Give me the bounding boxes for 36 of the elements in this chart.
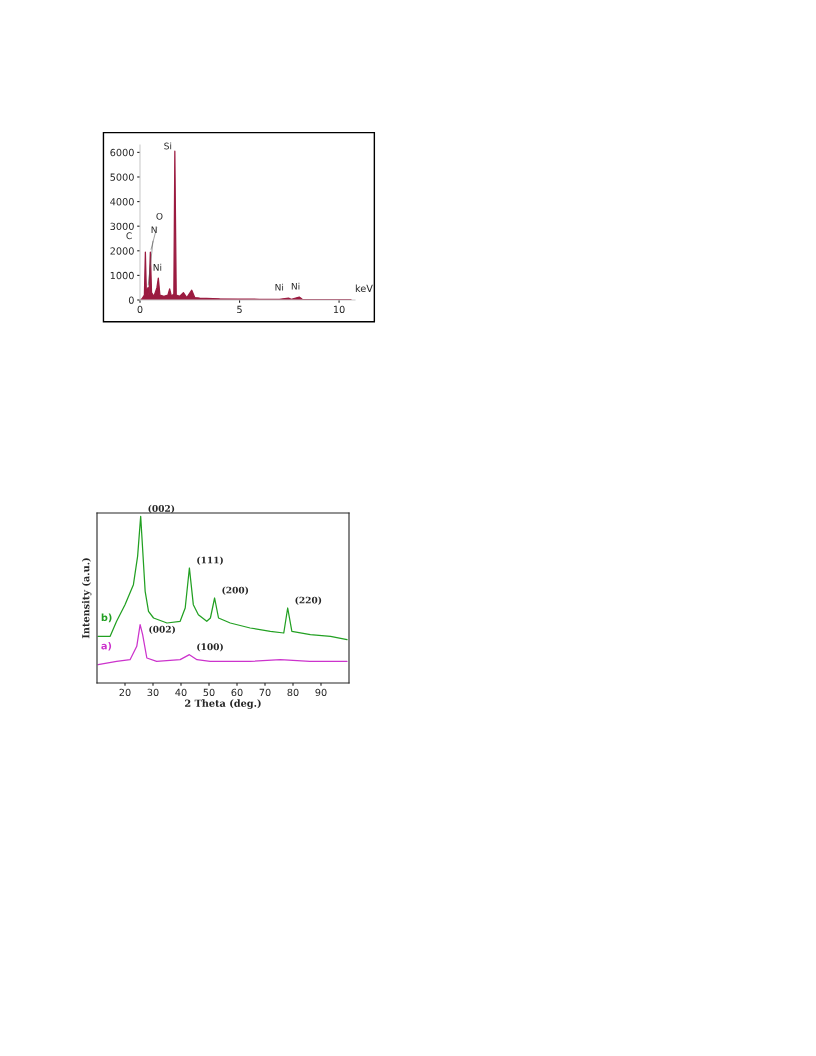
x-tick-label: 20 (119, 688, 131, 697)
x-tick-label: 5 (237, 305, 242, 314)
x-axis-title: keV (355, 284, 373, 293)
x-tick-label: 60 (231, 688, 243, 697)
annotation: (100) (197, 643, 223, 652)
annotation: N (151, 226, 157, 234)
series-label: a) (101, 641, 112, 651)
annotation: (111) (197, 556, 223, 565)
annotation: Ni (275, 283, 284, 291)
y-tick-label: 4000 (110, 198, 134, 206)
annotation: (002) (148, 504, 175, 514)
x-tick-label: 50 (203, 688, 215, 697)
annotation: (220) (295, 596, 322, 605)
y-tick-label: 5000 (110, 173, 134, 181)
x-tick-label: 70 (259, 688, 271, 697)
annotation: C (126, 232, 132, 240)
y-tick-label: 1000 (110, 271, 134, 280)
annotation: (200) (222, 586, 249, 595)
y-tick-label: 2000 (110, 247, 134, 255)
annotation: Ni (291, 282, 300, 290)
x-tick-label: 30 (147, 688, 159, 697)
annotation: O (156, 212, 163, 220)
y-tick-label: 6000 (110, 148, 134, 157)
x-axis-title: 2 Theta (deg.) (185, 699, 261, 709)
x-tick-label: 40 (175, 688, 187, 697)
x-tick-label: 80 (287, 688, 299, 697)
series-label: b) (101, 613, 112, 623)
annotation: Si (164, 142, 172, 150)
x-tick-label: 0 (137, 305, 143, 314)
y-tick-label: 3000 (110, 222, 134, 231)
y-axis-title: Intensity (a.u.) (81, 558, 92, 639)
x-tick-label: 10 (333, 305, 345, 314)
annotation: (002) (149, 625, 175, 634)
x-tick-label: 90 (315, 688, 327, 697)
annotation: Ni (153, 263, 162, 271)
y-tick-label: 0 (128, 296, 134, 304)
